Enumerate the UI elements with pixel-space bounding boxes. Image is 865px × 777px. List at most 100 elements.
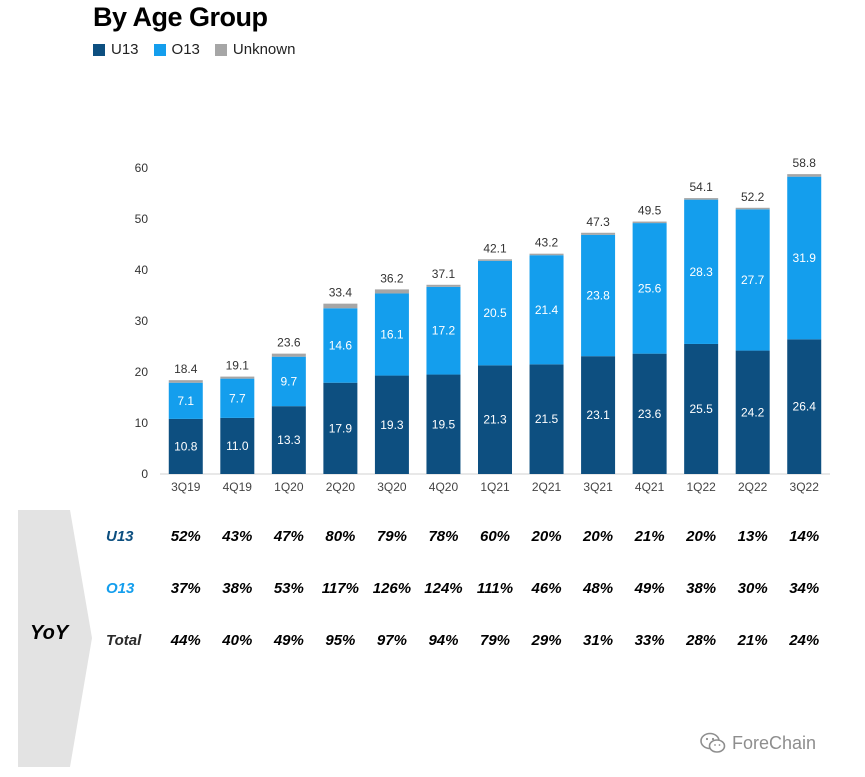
total-label: 33.4 [329,286,353,300]
bar-segment-o13 [632,223,667,354]
data-label-u13: 23.1 [586,408,610,422]
total-label: 37.1 [432,267,456,281]
x-tick-label: 2Q20 [326,480,356,494]
bar-segment-o13 [426,286,461,375]
yoy-cell-total: 49% [273,632,304,649]
bar-segment-o13 [787,176,822,340]
yoy-cell-o13: 37% [170,580,201,597]
yoy-cell-u13: 80% [325,528,356,545]
data-label-o13: 20.5 [483,306,507,320]
x-tick-label: 2Q22 [738,480,768,494]
bar-segment-o13 [220,378,255,418]
yoy-cell-o13: 48% [583,580,614,597]
watermark-text: ForeChain [732,732,817,753]
y-tick-label: 20 [135,365,149,379]
yoy-cell-total: 21% [737,632,768,649]
yoy-cell-o13: 46% [531,580,562,597]
yoy-row-label-o13: O13 [106,580,135,597]
yoy-cell-total: 95% [325,632,356,649]
data-label-u13: 19.5 [432,417,456,431]
total-label: 52.2 [741,190,765,204]
bar-segment-o13 [581,234,616,357]
bar-segment-o13 [168,382,203,419]
yoy-cell-total: 40% [222,632,253,649]
y-tick-label: 60 [135,161,149,175]
bar-segment-u13 [271,406,306,474]
yoy-cell-o13: 34% [789,580,820,597]
total-label: 19.1 [226,359,250,373]
legend: U13 O13 Unknown [93,41,310,58]
data-label-u13: 17.9 [329,421,353,435]
x-tick-label: 3Q19 [171,480,201,494]
x-tick-label: 4Q19 [223,480,253,494]
data-label-u13: 21.3 [483,413,507,427]
data-label-o13: 16.1 [380,328,404,342]
total-label: 43.2 [535,236,559,250]
bar-segment-unknown [684,198,719,200]
yoy-cell-o13: 49% [634,580,665,597]
data-label-u13: 21.5 [535,412,559,426]
legend-item-o13: O13 [153,41,200,58]
x-tick-label: 3Q21 [583,480,613,494]
data-label-o13: 23.8 [586,289,610,303]
yoy-cell-u13: 52% [170,528,201,545]
yoy-cell-o13: 111% [476,580,514,597]
total-label: 23.6 [277,336,301,350]
stacked-bar-chart: 0 10 20 30 40 50 60 10.8 7.1 18.4 3Q19 11.0 7.7 19.1 4… [135,156,830,494]
x-tick-label: 2Q21 [532,480,562,494]
bar-segment-unknown [323,303,358,309]
y-tick-label: 40 [135,263,149,277]
yoy-label: YoY [30,622,69,644]
data-label-u13: 11.0 [226,439,249,453]
legend-swatch-o13 [153,43,166,56]
yoy-cell-o13: 126% [372,580,412,597]
bar-segment-o13 [323,308,358,383]
x-tick-label: 1Q22 [686,480,716,494]
bar-segment-unknown [426,284,461,287]
yoy-cell-total: 44% [170,632,201,649]
bar-segment-o13 [271,356,306,407]
yoy-cell-o13: 38% [686,580,717,597]
total-label: 54.1 [689,180,713,194]
x-tick-label: 1Q21 [480,480,510,494]
yoy-cell-u13: 43% [222,528,253,545]
yoy-cell-u13: 20% [531,528,562,545]
data-label-o13: 9.7 [281,374,298,388]
data-label-u13: 23.6 [638,407,662,421]
bar-segment-unknown [271,353,306,357]
bar-segment-u13 [684,343,719,474]
legend-item-u13: U13 [93,41,139,58]
x-tick-label: 4Q20 [429,480,459,494]
bar-segment-unknown [374,289,409,294]
x-tick-label: 4Q21 [635,480,665,494]
yoy-cell-o13: 117% [321,580,359,597]
bar-segment-o13 [478,260,512,366]
watermark: ForeChain [700,732,816,754]
yoy-cell-total: 29% [531,632,562,649]
bar-segment-unknown [735,207,770,210]
bar-segment-u13 [168,418,203,474]
total-label: 49.5 [638,204,662,218]
bar-segment-u13 [632,353,667,474]
bar-segment-o13 [684,199,719,344]
data-label-o13: 14.6 [329,338,353,352]
wechat-icon [700,732,726,753]
x-tick-label: 1Q20 [274,480,304,494]
data-label-o13: 21.4 [535,303,559,317]
bar-segment-u13 [426,374,461,474]
yoy-cell-total: 33% [634,632,665,649]
data-label-u13: 13.3 [277,433,301,447]
bar-segment-u13 [323,382,358,474]
total-label: 42.1 [483,241,507,255]
yoy-cell-u13: 20% [583,528,614,545]
total-label: 58.8 [793,156,817,170]
bar-segment-unknown [632,221,667,224]
bar-segment-unknown [529,253,564,256]
bar-segment-o13 [374,293,409,376]
yoy-cell-total: 94% [428,632,459,649]
data-label-o13: 7.7 [229,391,246,405]
yoy-cell-u13: 14% [789,528,820,545]
legend-label-u13: U13 [111,41,139,58]
y-tick-label: 10 [135,416,149,430]
yoy-row-label-u13: U13 [106,528,134,545]
